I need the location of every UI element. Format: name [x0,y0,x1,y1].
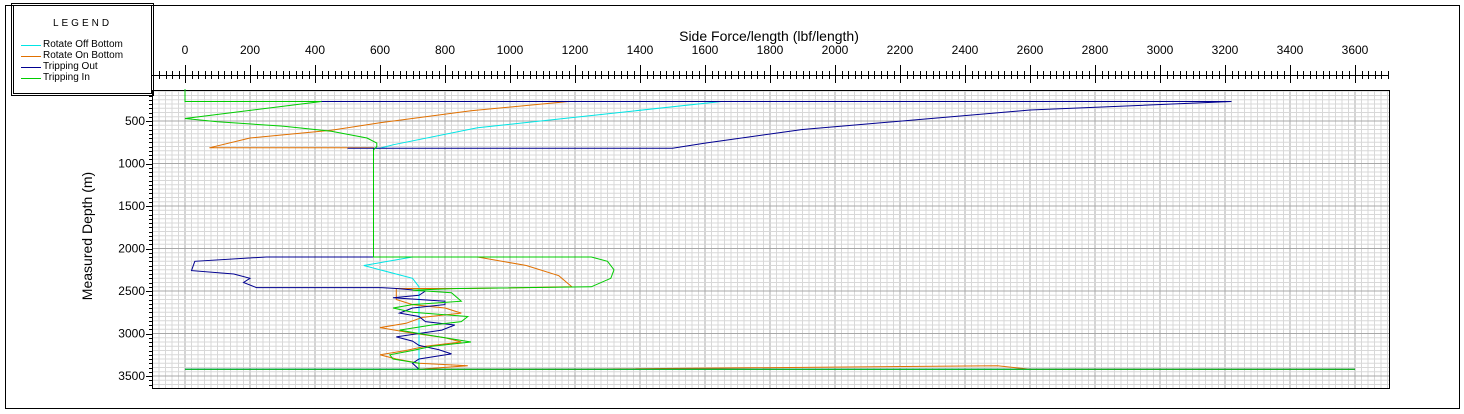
x-tick-label: 2800 [1082,43,1109,57]
x-tick-label: 400 [305,43,325,57]
x-tick-label: 600 [370,43,390,57]
series-line-tripping-in [184,89,1355,370]
x-tick-label: 2200 [887,43,914,57]
legend-label: Rotate On Bottom [43,50,124,61]
legend-label: Tripping In [43,72,90,83]
x-tick-label: 3400 [1277,43,1304,57]
legend-label: Rotate Off Bottom [43,39,123,50]
grid [152,90,1389,388]
x-tick-label: 1000 [497,43,524,57]
y-tick-label: 2000 [118,242,145,256]
x-axis-title: Side Force/length (lbf/length) [679,28,859,44]
y-axis: 500 1000 1500 2000 2500 3000 3500 [118,91,152,386]
y-axis-title: Measured Depth (m) [79,172,95,300]
x-tick-label: 3000 [1147,43,1174,57]
y-tick-label: 3500 [118,369,145,383]
x-tick-label: 0 [182,43,189,57]
x-tick-label: 2400 [952,43,979,57]
x-tick-label: 200 [240,43,260,57]
x-tick-label: 1200 [562,43,589,57]
y-tick-label: 500 [125,114,145,128]
y-tick-label: 1000 [118,157,145,171]
x-tick-label: 2000 [822,43,849,57]
plot-area: 0 200 400 600 800 1000 1200 1400 1600 1800 2000 220… [118,43,1390,389]
chart-border [5,5,1460,409]
x-tick-label: 800 [435,43,455,57]
legend-label: Tripping Out [43,61,98,72]
legend-title: LEGEND [52,18,113,29]
x-tick-label: 1400 [627,43,654,57]
legend-swatch [21,67,41,68]
x-tick-label: 1800 [757,43,784,57]
x-tick-label: 3200 [1212,43,1239,57]
plot-border [152,90,1390,389]
series-group [184,89,1355,370]
x-tick-label: 2600 [1017,43,1044,57]
series-line-rotate-on-bottom [209,101,1355,370]
x-tick-label: 3600 [1342,43,1369,57]
y-tick-label: 1500 [118,199,145,213]
legend-swatch [21,56,41,57]
legend-swatch [21,78,41,79]
y-tick-label: 3000 [118,327,145,341]
y-tick-label: 2500 [118,284,145,298]
x-axis: 0 200 400 600 800 1000 1200 1400 1600 1800 2000 220… [152,43,1389,83]
legend: LEGEND Rotate Off Bottom Rotate On Bottom… [11,3,154,96]
legend-swatch [21,45,41,46]
x-tick-label: 1600 [692,43,719,57]
